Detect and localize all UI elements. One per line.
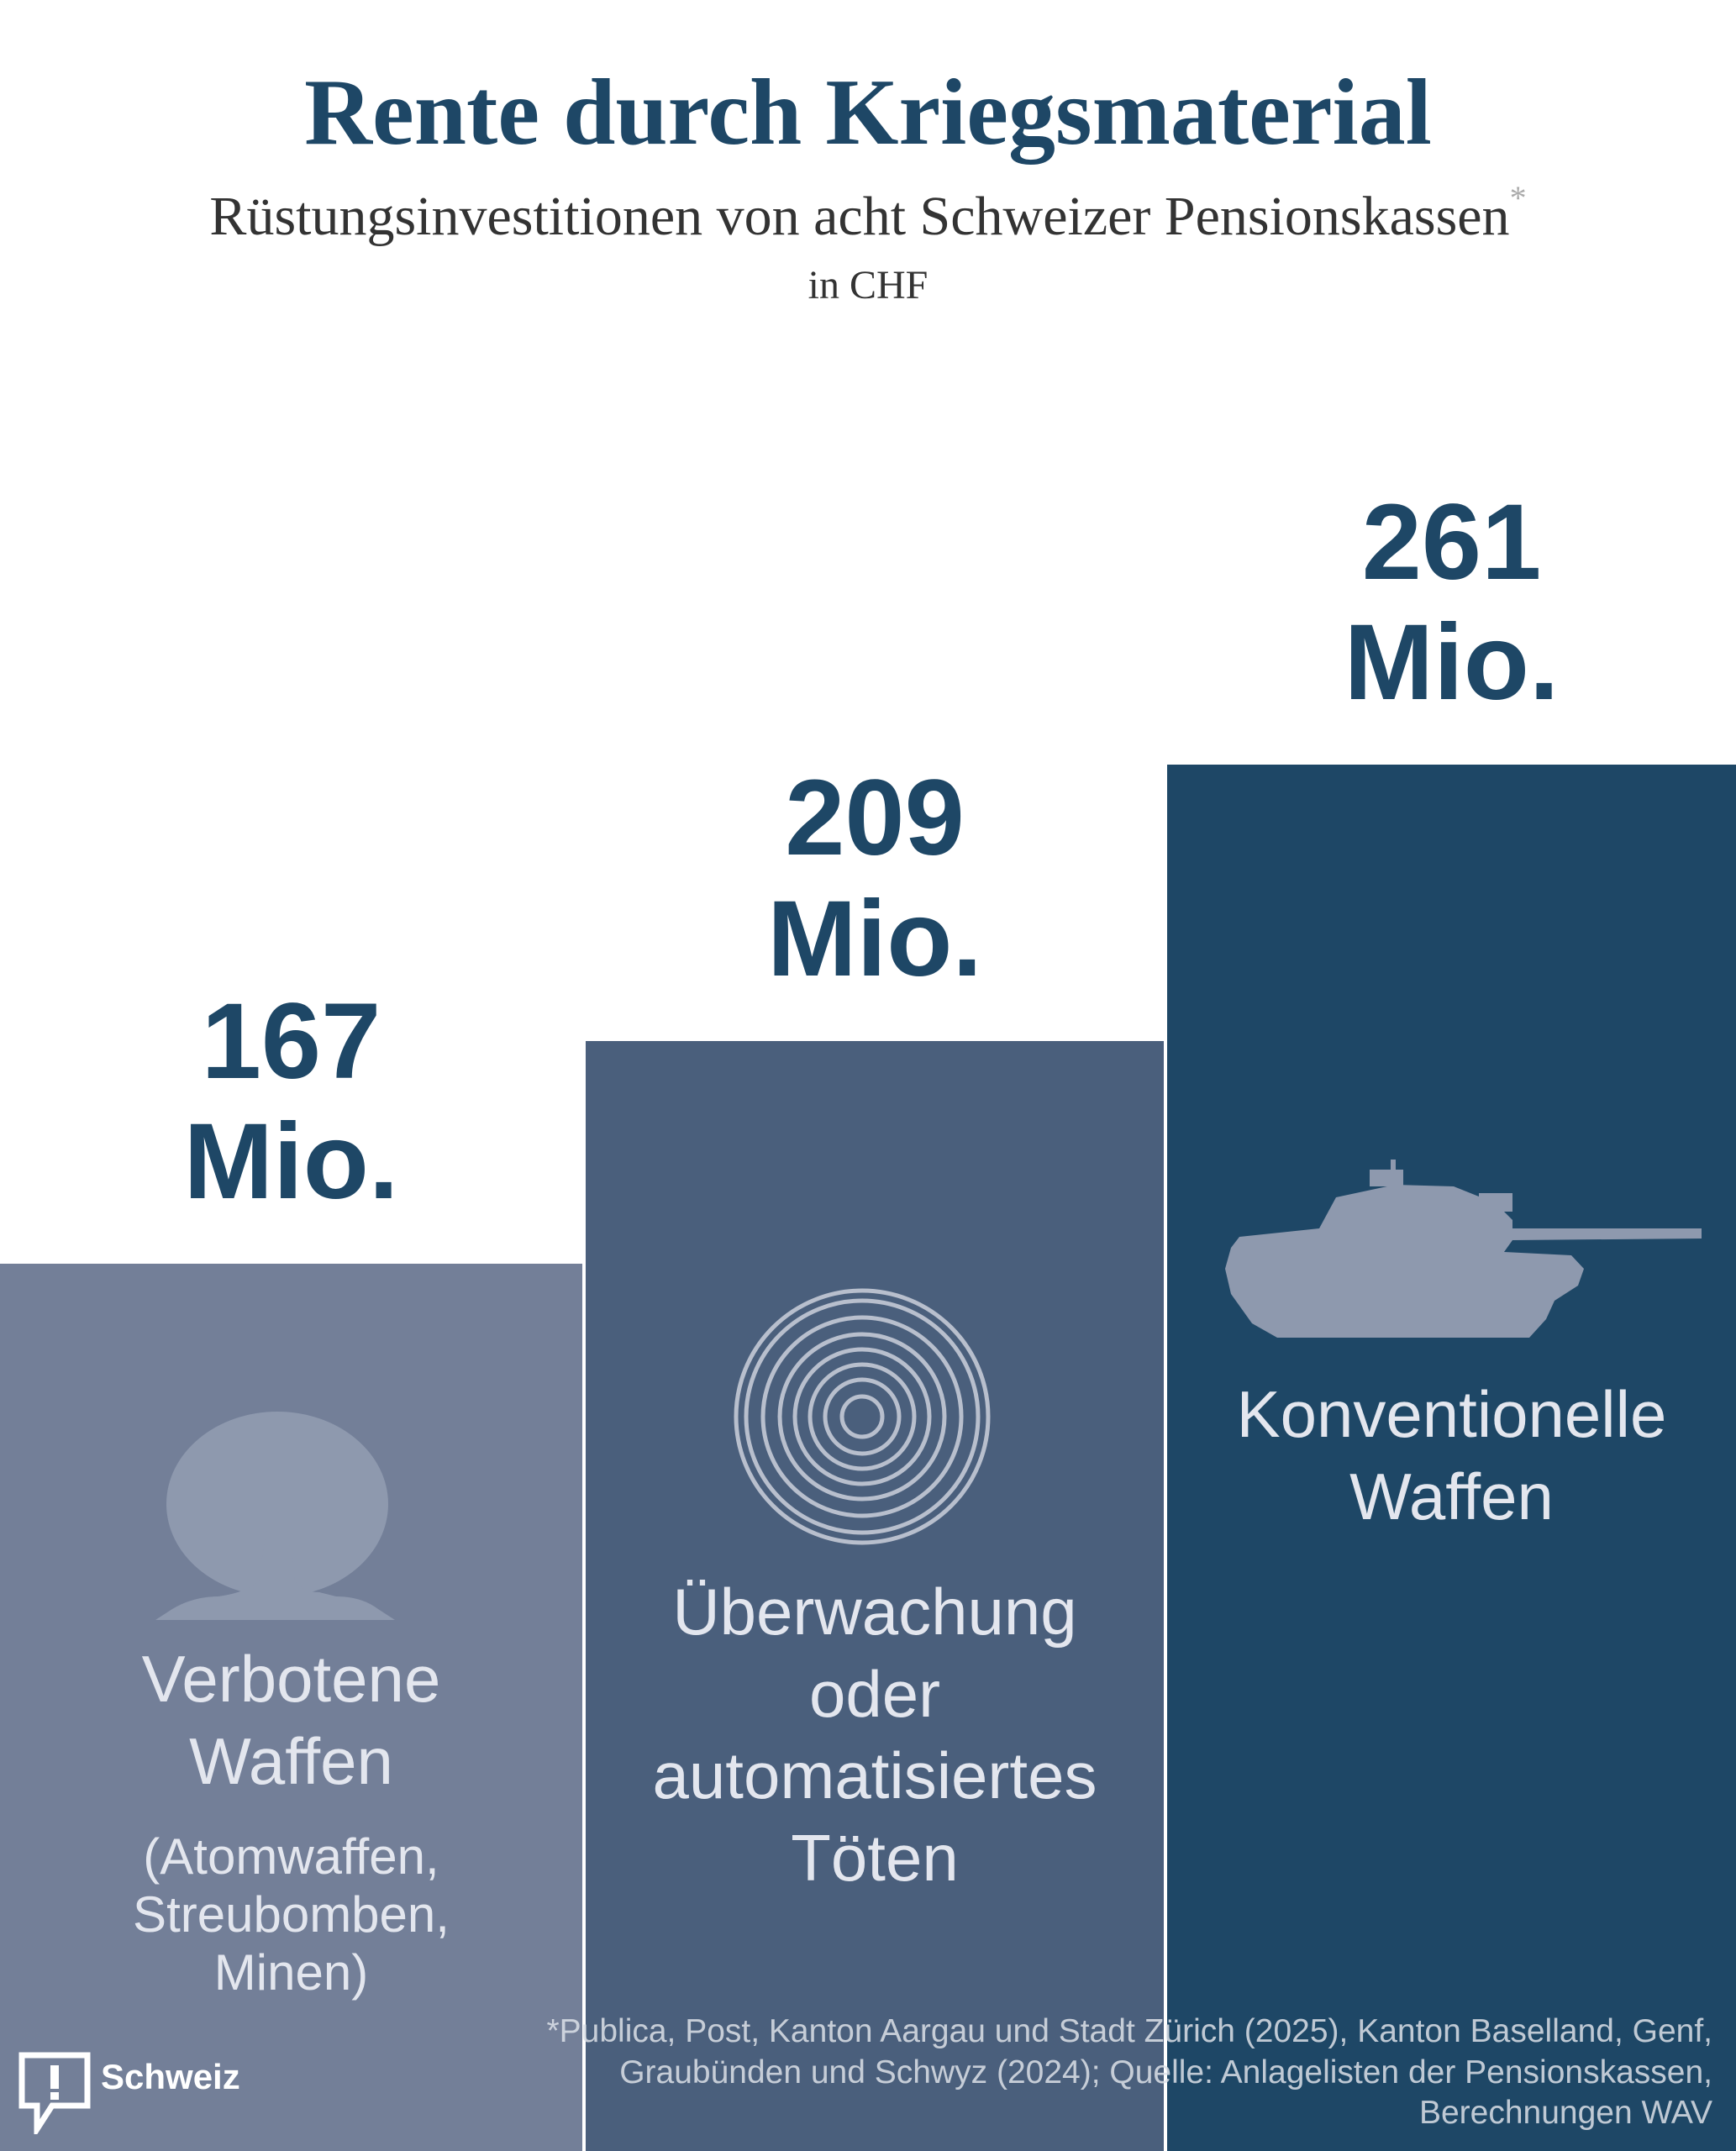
bar [586,1040,1164,2151]
value-label: 261 Mio. [1344,481,1560,723]
chart-subtitle: Rüstungsinvestitionen von acht Schweizer… [0,178,1736,249]
footnote: *Publica, Post, Kanton Aargau und Stadt … [546,2012,1712,2132]
value-label: 167 Mio. [183,981,399,1223]
chart-title: Rente durch Kriegsmaterial [304,60,1432,165]
category-label: Überwachung oder automatisiertes Töten [652,1575,1097,1895]
subtitle-marker: * [1509,179,1527,217]
bar [1167,765,1736,2151]
category-note: (Atomwaffen, Streubomben, Minen) [133,1828,450,2001]
brand-name: Schweiz [101,2057,240,2096]
unit-note: in CHF [808,263,928,308]
brand-logo [18,2052,91,2134]
value-label: 209 Mio. [767,758,982,999]
category-label: Konventionelle Waffen [1236,1377,1667,1533]
category-label: Verbotene Waffen [141,1642,441,1798]
subtitle-text: Rüstungsinvestitionen von acht Schweizer… [209,186,1510,247]
